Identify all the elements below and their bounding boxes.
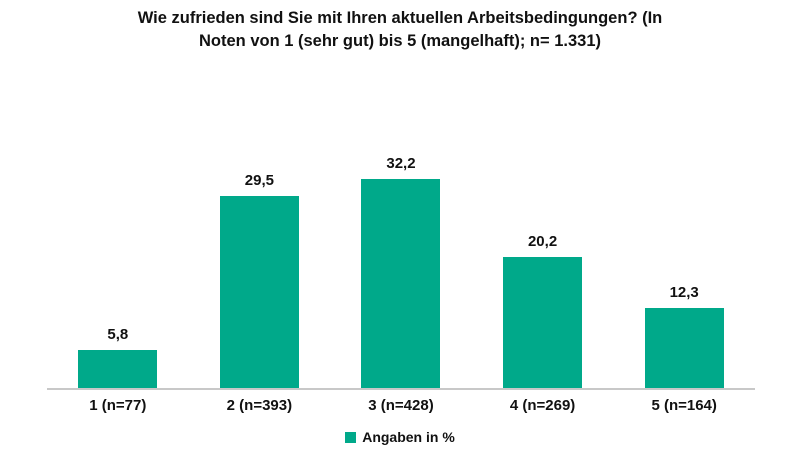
- plot-area: 5,8 29,5 32,2 20,2 12,3: [47, 128, 755, 388]
- legend: Angaben in %: [0, 429, 800, 445]
- category-label: 1 (n=77): [89, 397, 147, 414]
- category-axis: 1 (n=77) 2 (n=393) 3 (n=428) 4 (n=269) 5 (n=…: [47, 397, 755, 414]
- bar: [503, 256, 583, 388]
- bar-value-label: 29,5: [244, 172, 274, 190]
- category-label: 5 (n=164): [651, 397, 717, 414]
- bar: [78, 350, 158, 388]
- x-axis-line: [47, 388, 755, 390]
- bar-value-label: 5,8: [107, 326, 129, 344]
- chart-title: Wie zufrieden sind Sie mit Ihren aktuell…: [0, 7, 800, 53]
- bar-group: 20,2: [472, 128, 614, 388]
- bar-value-label: 20,2: [527, 232, 558, 250]
- bar: [644, 308, 724, 388]
- chart-title-line-2: Noten von 1 (sehr gut) bis 5 (mangelhaft…: [198, 31, 602, 50]
- bar: [361, 178, 441, 388]
- bar-group: 29,5: [189, 128, 331, 388]
- bar: [219, 196, 299, 388]
- legend-swatch: [345, 431, 357, 443]
- bar-value-label: 12,3: [669, 284, 699, 302]
- bar-group: 12,3: [613, 128, 755, 388]
- bar-value-label: 32,2: [386, 154, 416, 172]
- bar-group: 5,8: [47, 128, 189, 388]
- category-label: 4 (n=269): [509, 397, 576, 414]
- chart-title-line-1: Wie zufrieden sind Sie mit Ihren aktuell…: [137, 9, 663, 27]
- legend-label: Angaben in %: [362, 429, 455, 445]
- category-label: 3 (n=428): [368, 397, 434, 414]
- bars-row: 5,8 29,5 32,2 20,2 12,3: [47, 128, 755, 388]
- bar-group: 32,2: [330, 128, 472, 388]
- category-label: 2 (n=393): [226, 397, 293, 414]
